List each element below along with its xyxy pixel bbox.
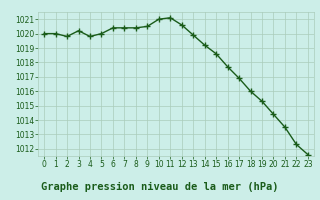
Text: Graphe pression niveau de la mer (hPa): Graphe pression niveau de la mer (hPa) xyxy=(41,182,279,192)
